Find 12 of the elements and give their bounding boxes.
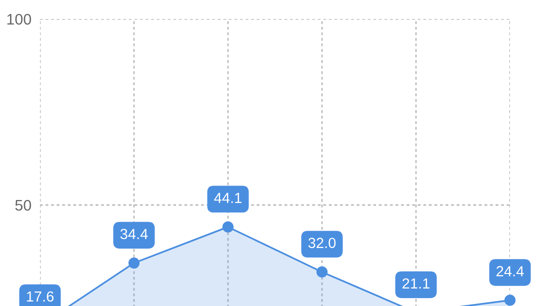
data-label: 32.0 xyxy=(308,238,336,248)
data-label: 24.4 xyxy=(496,266,524,276)
data-label: 17.6 xyxy=(26,291,54,302)
y-tick-label: 100 xyxy=(7,14,32,25)
point xyxy=(222,221,234,233)
data-label: 21.1 xyxy=(402,278,430,288)
data-label: 44.1 xyxy=(214,192,242,203)
point xyxy=(128,257,140,269)
data-label: 34.4 xyxy=(120,228,148,240)
point xyxy=(504,294,516,306)
point xyxy=(316,266,328,278)
y-tick-label: 50 xyxy=(15,200,32,211)
